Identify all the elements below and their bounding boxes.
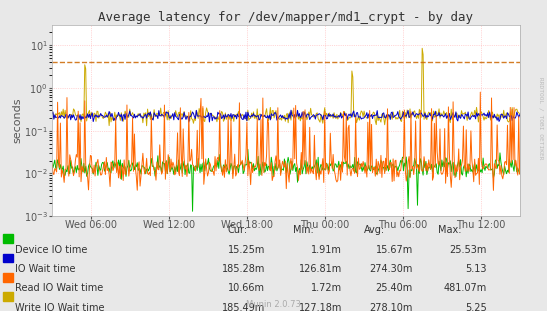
Text: 10.66m: 10.66m xyxy=(228,283,265,293)
Text: Read IO Wait time: Read IO Wait time xyxy=(15,283,103,293)
Text: 481.07m: 481.07m xyxy=(444,283,487,293)
Text: Write IO Wait time: Write IO Wait time xyxy=(15,303,104,311)
Text: Munin 2.0.73: Munin 2.0.73 xyxy=(246,299,301,309)
Text: RRDTOOL / TOBI OETIKER: RRDTOOL / TOBI OETIKER xyxy=(538,77,543,160)
Text: 278.10m: 278.10m xyxy=(370,303,413,311)
Text: 126.81m: 126.81m xyxy=(299,264,342,274)
Text: 15.67m: 15.67m xyxy=(376,245,413,255)
Title: Average latency for /dev/mapper/md1_crypt - by day: Average latency for /dev/mapper/md1_cryp… xyxy=(98,11,473,24)
Text: Min:: Min: xyxy=(293,225,313,235)
Text: 5.25: 5.25 xyxy=(465,303,487,311)
Text: 127.18m: 127.18m xyxy=(299,303,342,311)
Text: 15.25m: 15.25m xyxy=(228,245,265,255)
Text: Max:: Max: xyxy=(438,225,461,235)
Text: 185.49m: 185.49m xyxy=(222,303,265,311)
Text: 5.13: 5.13 xyxy=(465,264,487,274)
Text: Avg:: Avg: xyxy=(364,225,385,235)
Text: 1.72m: 1.72m xyxy=(311,283,342,293)
Y-axis label: seconds: seconds xyxy=(13,98,22,143)
Text: 25.53m: 25.53m xyxy=(450,245,487,255)
Text: 185.28m: 185.28m xyxy=(222,264,265,274)
Text: 1.91m: 1.91m xyxy=(311,245,342,255)
Text: IO Wait time: IO Wait time xyxy=(15,264,75,274)
Text: 274.30m: 274.30m xyxy=(370,264,413,274)
Text: Cur:: Cur: xyxy=(227,225,247,235)
Text: Device IO time: Device IO time xyxy=(15,245,87,255)
Text: 25.40m: 25.40m xyxy=(376,283,413,293)
